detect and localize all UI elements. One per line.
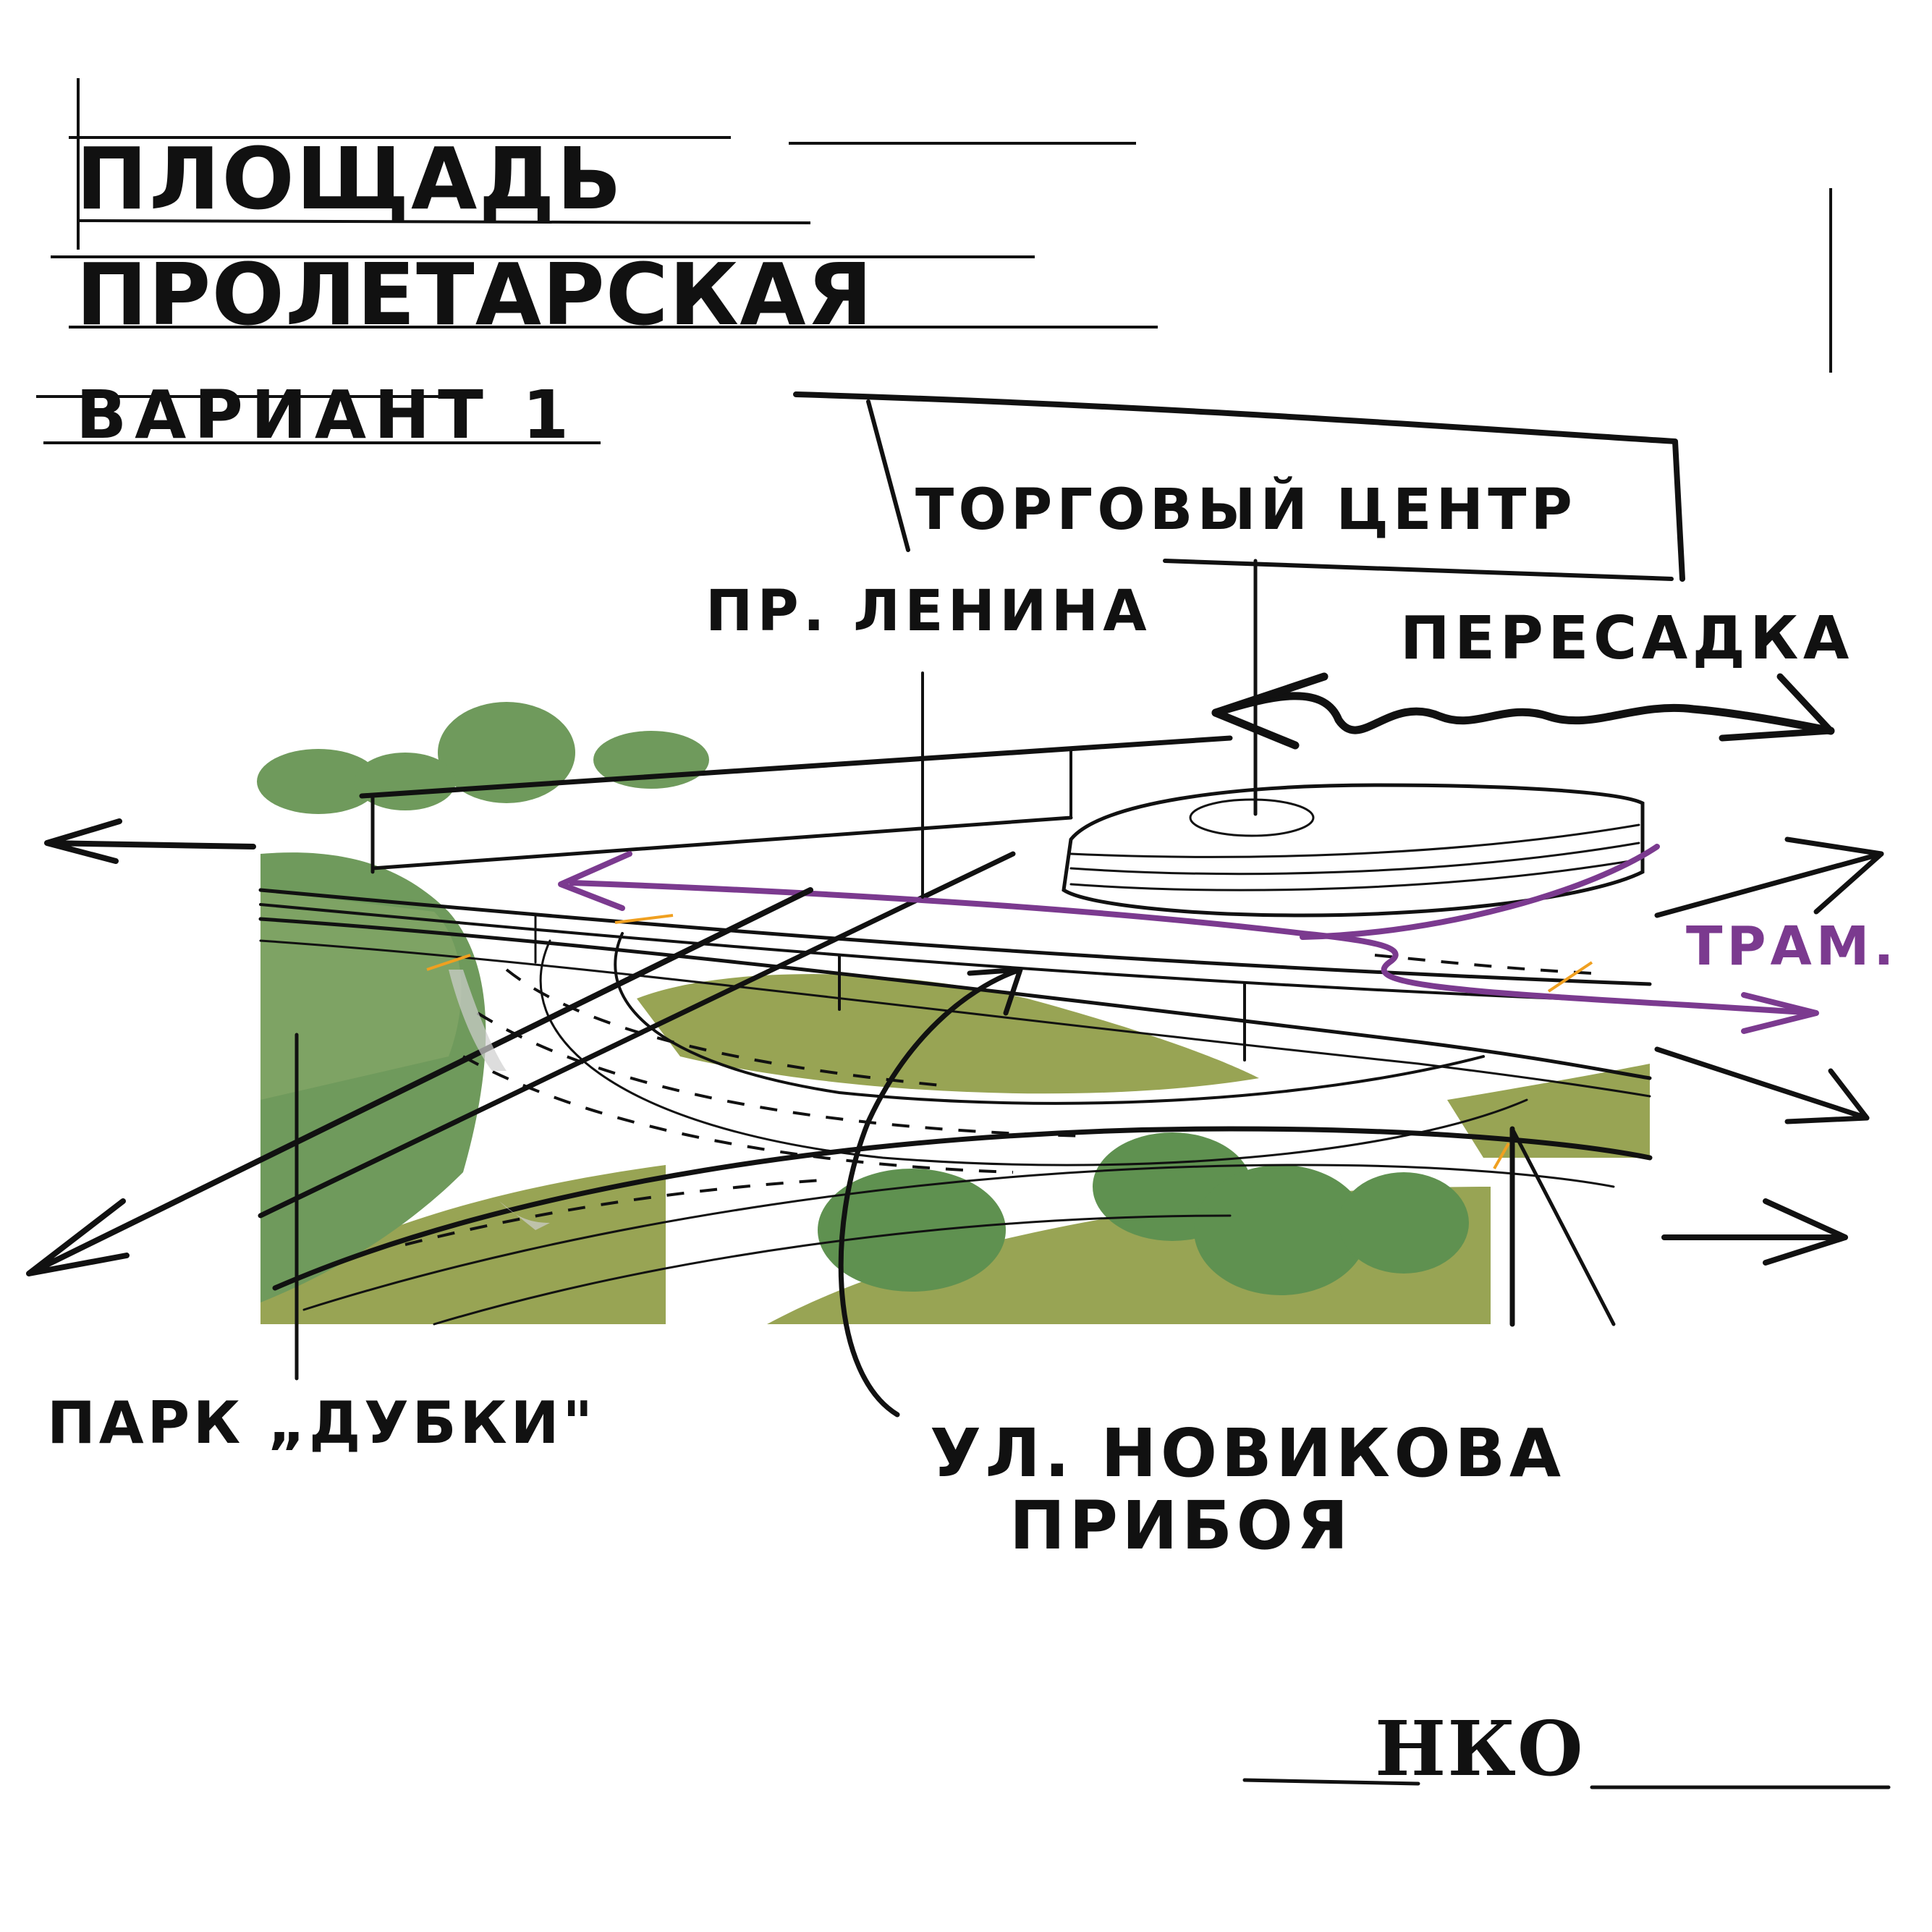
- title-line-1: ПЛОЩАДЬ: [76, 129, 624, 229]
- title-guidelines: [36, 78, 1832, 444]
- park-label: ПАРК „ДУБКИ": [47, 1389, 596, 1457]
- variant-label: ВАРИАНТ 1: [76, 376, 577, 454]
- title-line-2: ПРОЛЕТАРСКАЯ: [76, 245, 873, 344]
- author-signature: НКО: [1375, 1704, 1585, 1793]
- street-label-line-1: УЛ. НОВИКОВА: [930, 1415, 1565, 1492]
- left-arrow: [44, 818, 256, 864]
- annotation-arrows: [26, 391, 1891, 1789]
- tram-label: ТРАМ.: [1686, 915, 1899, 978]
- shadows: [449, 970, 550, 1230]
- street-label-line-2: ПРИБОЯ: [1009, 1487, 1352, 1564]
- mall-label: ТОРГОВЫЙ ЦЕНТР: [915, 478, 1577, 543]
- lawn-lower-left: [260, 1165, 666, 1324]
- road-network: [258, 735, 1653, 1327]
- lower-trees: [818, 1132, 1469, 1295]
- street-leader: [838, 967, 1023, 1418]
- lawn-center-mound: [637, 974, 1259, 1094]
- accent-marks: [426, 914, 1593, 1169]
- mall-building: [1062, 783, 1645, 918]
- tram-route: [558, 844, 1819, 1034]
- right-arrow-upper: [1654, 836, 1884, 918]
- right-arrow-middle: [1654, 1046, 1870, 1124]
- park-lawn-strip: [260, 890, 462, 1100]
- road-markings: [404, 954, 1593, 1246]
- background-trees: [257, 702, 709, 814]
- right-arrow-lower: [1661, 1198, 1848, 1266]
- lenin-avenue-label: ПР. ЛЕНИНА: [706, 579, 1151, 644]
- diagonal-arrow: [26, 887, 813, 1276]
- transfer-arrow: [1211, 692, 1835, 735]
- transfer-label: ПЕРЕСАДКА: [1400, 604, 1854, 673]
